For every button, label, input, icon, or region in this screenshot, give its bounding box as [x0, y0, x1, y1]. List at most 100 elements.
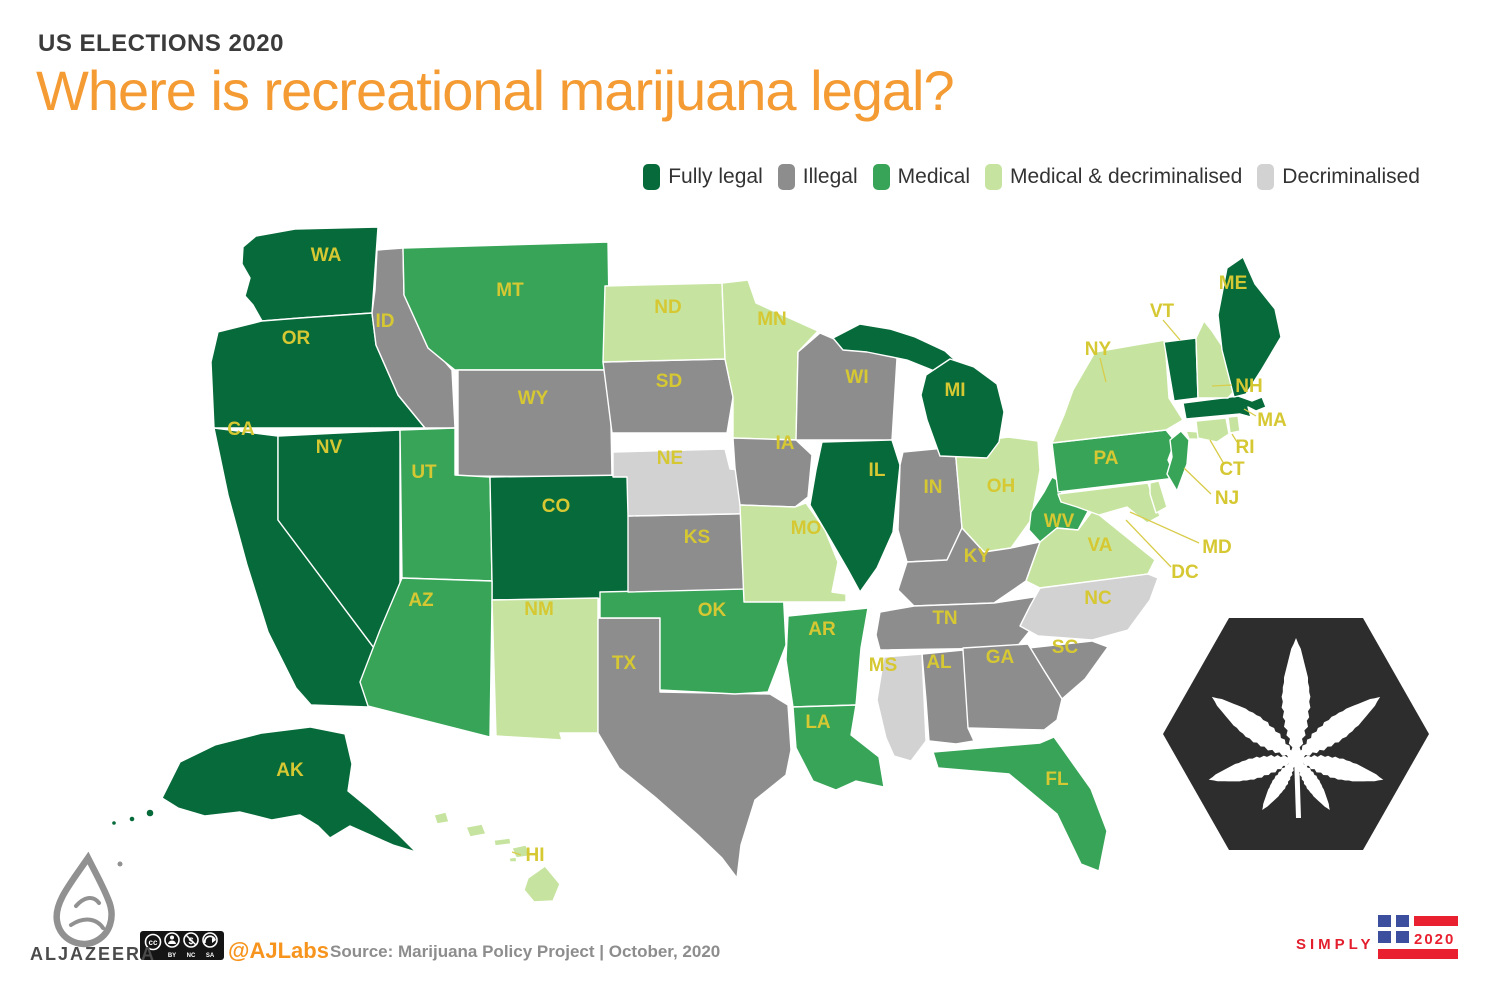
ak-island	[110, 819, 118, 827]
ak-island	[128, 815, 136, 823]
state-label-in: IN	[924, 477, 943, 498]
cc-by-label: BY	[168, 953, 176, 959]
state-label-ut: UT	[411, 462, 437, 483]
state-label-ok: OK	[698, 600, 727, 621]
state-ms	[876, 653, 927, 762]
state-label-hi: HI	[526, 845, 545, 866]
state-az	[359, 577, 493, 738]
state-nd	[602, 282, 726, 363]
state-label-va: VA	[1088, 535, 1113, 556]
cc-icon: cc	[149, 938, 158, 947]
state-label-ar: AR	[808, 619, 836, 640]
state-label-ga: GA	[986, 647, 1015, 668]
legend-item-fully-legal: Fully legal	[643, 164, 763, 190]
simply-word: SIMPLY	[1296, 936, 1375, 953]
state-fl	[932, 736, 1108, 872]
ak-island	[145, 808, 155, 818]
state-in	[897, 446, 963, 563]
state-label-or: OR	[282, 328, 311, 349]
state-label-al: AL	[926, 652, 952, 673]
state-label-dc: DC	[1171, 562, 1199, 583]
state-label-ms: MS	[869, 655, 898, 676]
state-ok	[599, 587, 787, 695]
ajlabs-handle: @AJLabs	[228, 938, 329, 963]
state-de	[1149, 480, 1168, 514]
state-wy	[457, 369, 613, 478]
state-ct	[1195, 417, 1230, 443]
state-ri	[1227, 415, 1241, 434]
legend-label: Fully legal	[668, 165, 763, 188]
state-label-mn: MN	[757, 309, 787, 330]
state-label-nj: NJ	[1215, 488, 1239, 509]
state-al	[921, 649, 975, 745]
cc-nc-dollar-icon: $	[188, 936, 193, 946]
aljazeera-wordmark: ALJAZEERA	[30, 944, 157, 964]
cc-by-person-icon	[170, 935, 174, 940]
state-nc	[1019, 573, 1159, 641]
leader-lines	[511, 319, 1257, 856]
fully-legal-swatch-icon	[643, 164, 661, 190]
hi-island-oahu	[465, 823, 487, 838]
state-label-co: CO	[542, 496, 571, 517]
leader-line-ri	[1231, 433, 1238, 443]
leader-line-hi	[511, 851, 522, 856]
legend-label: Medical & decriminalised	[1010, 165, 1243, 188]
illegal-swatch-icon	[777, 164, 795, 190]
state-ia	[732, 437, 813, 508]
state-label-ky: KY	[964, 546, 991, 567]
hi-island-maui	[511, 844, 531, 859]
state-label-ia: IA	[776, 433, 795, 454]
state-label-oh: OH	[987, 476, 1016, 497]
state-wa	[241, 226, 379, 322]
state-label-az: AZ	[408, 590, 434, 611]
state-va	[1025, 509, 1156, 589]
legend-item-decriminalised: Decriminalised	[1257, 164, 1420, 190]
state-labels: WA OR CA NV ID MT WY UT CO AZ NM TX ND S…	[227, 245, 1287, 866]
state-ma	[1182, 395, 1267, 420]
leader-line-vt	[1162, 319, 1181, 341]
state-label-sd: SD	[656, 371, 682, 392]
legend-label: Medical	[897, 165, 971, 188]
state-label-wi: WI	[845, 367, 868, 388]
hexagon-badge	[1163, 618, 1429, 850]
state-label-ks: KS	[684, 527, 710, 548]
state-label-vt: VT	[1150, 301, 1175, 322]
leader-line-nh	[1211, 384, 1233, 387]
state-label-mo: MO	[791, 518, 822, 539]
state-me	[1217, 256, 1282, 398]
legend-item-medical-decriminalised: Medical & decriminalised	[985, 164, 1242, 190]
state-label-id: ID	[376, 311, 395, 332]
state-label-la: LA	[805, 712, 831, 733]
state-ak	[161, 726, 417, 853]
simply-year: 2020	[1414, 931, 1456, 948]
leader-line-ct	[1209, 439, 1225, 465]
state-label-ma: MA	[1257, 410, 1287, 431]
state-label-ca: CA	[227, 419, 255, 440]
cc-sa-label: SA	[206, 953, 215, 959]
legend-label: Decriminalised	[1282, 165, 1420, 188]
state-label-nm: NM	[524, 599, 554, 620]
leader-line-md	[1129, 511, 1200, 544]
legend: Fully legal Illegal Medical Medical & de…	[643, 164, 1420, 190]
state-label-sc: SC	[1052, 637, 1079, 658]
state-co	[489, 474, 634, 601]
state-mi-lower	[920, 358, 1005, 459]
state-label-me: ME	[1219, 273, 1248, 294]
hi-island-small	[508, 856, 518, 863]
cc-nc-label: NC	[187, 953, 196, 959]
page-kicker: US ELECTIONS 2020	[38, 30, 284, 57]
simply-2020-flag-icon: 2020	[1378, 915, 1458, 963]
state-label-mi: MI	[944, 380, 965, 401]
state-label-pa: PA	[1094, 448, 1119, 469]
states-layer	[110, 226, 1282, 903]
state-tn	[875, 595, 1041, 651]
state-label-nv: NV	[316, 437, 343, 458]
state-mt	[402, 241, 611, 371]
state-label-ny: NY	[1085, 339, 1112, 360]
state-label-il: IL	[869, 460, 886, 481]
state-label-nh: NH	[1235, 376, 1262, 397]
leader-line-dc	[1125, 519, 1172, 568]
aljazeera-logo-icon	[53, 851, 123, 948]
legend-item-medical: Medical	[872, 164, 971, 190]
